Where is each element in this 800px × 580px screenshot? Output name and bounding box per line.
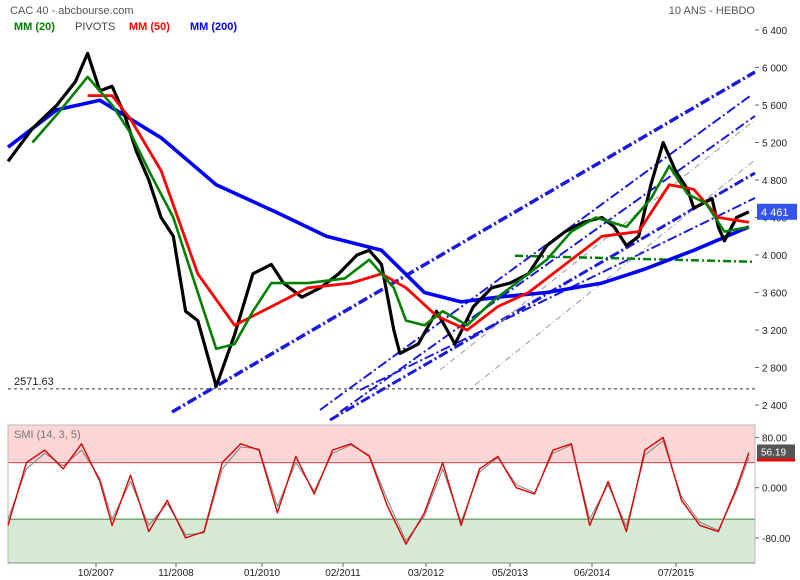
smi-last-value-badge — [757, 444, 795, 459]
last-value-badge — [757, 203, 797, 220]
last-value-label: 4 461 — [761, 207, 789, 219]
trend-channel-line — [359, 197, 756, 391]
y-tick-label: 5 200 — [762, 139, 787, 150]
pivot-support-line — [514, 254, 753, 263]
y-tick-label: 4 800 — [762, 176, 787, 187]
y-tick-label: 3 600 — [762, 289, 787, 300]
trend-channel-line — [339, 115, 756, 413]
y-tick-label: 6 000 — [762, 64, 787, 75]
smi-last-value-marker — [757, 458, 795, 462]
smi-y-tick-label: 80.00 — [762, 434, 787, 445]
y-tick-label: 2 800 — [762, 364, 787, 375]
legend-entry: PIVOTS — [75, 21, 115, 33]
legend-entry: MM (20) — [14, 21, 55, 33]
support-label: 2571.63 — [14, 376, 54, 388]
legend-entry: MM (200) — [190, 21, 237, 33]
chart-text: CAC 40 - abcbourse.com 10 ANS - HEBDO — [10, 5, 755, 17]
x-tick-label: 06/2014 — [574, 568, 611, 579]
x-tick-label: 02/2011 — [325, 568, 361, 579]
x-tick-label: 05/2013 — [492, 568, 529, 579]
smi-chart: SMI (14, 3, 5) 80.00 0.000 -80.00 56.19 10/20… — [7, 424, 795, 579]
x-tick-label: 01/2010 — [244, 568, 281, 579]
x-tick-label: 03/2012 — [408, 568, 445, 579]
y-tick-label: 4 000 — [762, 251, 787, 262]
x-tick-label: 11/2008 — [158, 568, 194, 579]
y-tick-label: 3 200 — [762, 326, 787, 337]
smi-series-smi — [7, 436, 750, 545]
series-line-mm-50- — [87, 94, 750, 332]
chart-period: 10 ANS - HEBDO — [669, 5, 756, 17]
smi-y-tick-label: -80.00 — [762, 534, 791, 545]
trend-channel-line — [329, 171, 756, 422]
series-line-cac-40 — [6, 51, 750, 388]
legend-entry: MM (50) — [129, 21, 170, 33]
chart-title: CAC 40 - abcbourse.com — [10, 5, 134, 17]
y-tick-label: 5 600 — [762, 101, 787, 112]
pivot-channel-line — [439, 119, 756, 371]
smi-series-signal — [7, 440, 750, 542]
overbought-zone — [8, 425, 755, 463]
trend-channel-line — [171, 70, 756, 414]
smi-last-value-label: 56.19 — [761, 447, 786, 458]
oversold-zone — [8, 519, 755, 563]
y-tick-label: 2 400 — [762, 401, 787, 412]
pivot-channel-line — [474, 159, 756, 386]
trend-channel-line — [319, 95, 751, 411]
smi-y-tick-label: 0.000 — [762, 484, 787, 495]
y-tick-label: 6 400 — [762, 26, 787, 37]
series-line-mm-20- — [31, 75, 750, 351]
x-tick-label: 07/2015 — [658, 568, 695, 579]
x-tick-label: 10/2007 — [78, 568, 115, 579]
smi-title: SMI (14, 3, 5) — [14, 429, 81, 441]
